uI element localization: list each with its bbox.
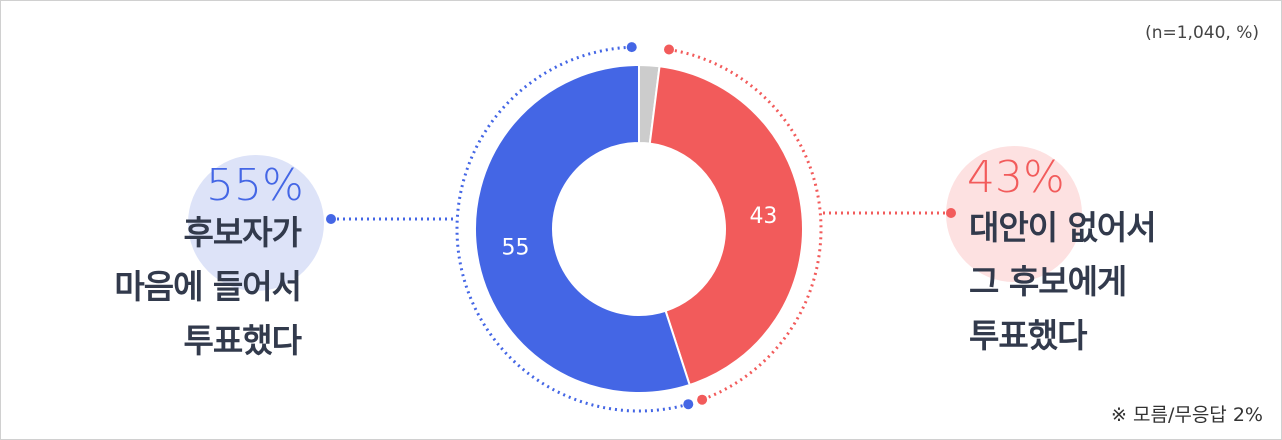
arc-dot bbox=[683, 399, 694, 410]
arc-dot bbox=[697, 394, 708, 405]
arc-dot bbox=[626, 42, 637, 53]
footnote: ※ 모름/무응답 2% bbox=[1111, 400, 1263, 427]
footnote-value: 2% bbox=[1232, 404, 1263, 426]
label-bubble bbox=[946, 146, 1082, 282]
percent-label: 55% bbox=[206, 160, 304, 211]
category-label: 후보자가 마음에 들어서 투표했다 bbox=[114, 213, 302, 360]
dotted-arc bbox=[668, 48, 823, 402]
sample-note: (n=1,040, %) bbox=[1145, 23, 1259, 43]
leader-dot bbox=[946, 208, 956, 218]
data-label: 55 bbox=[502, 236, 530, 261]
donut-slice bbox=[648, 65, 804, 387]
percent-label: 43% bbox=[967, 152, 1065, 203]
footnote-mark: ※ bbox=[1111, 404, 1127, 426]
data-label: 43 bbox=[749, 204, 777, 229]
dotted-arc bbox=[455, 45, 689, 413]
label-bubble bbox=[188, 155, 324, 291]
footnote-category: 모름/무응답 bbox=[1132, 404, 1227, 426]
arc-dot bbox=[664, 44, 675, 55]
category-label: 대안이 없어서 그 후보에게 투표했다 bbox=[969, 208, 1157, 355]
donut-slice bbox=[474, 63, 691, 394]
leader-dot bbox=[326, 214, 336, 224]
